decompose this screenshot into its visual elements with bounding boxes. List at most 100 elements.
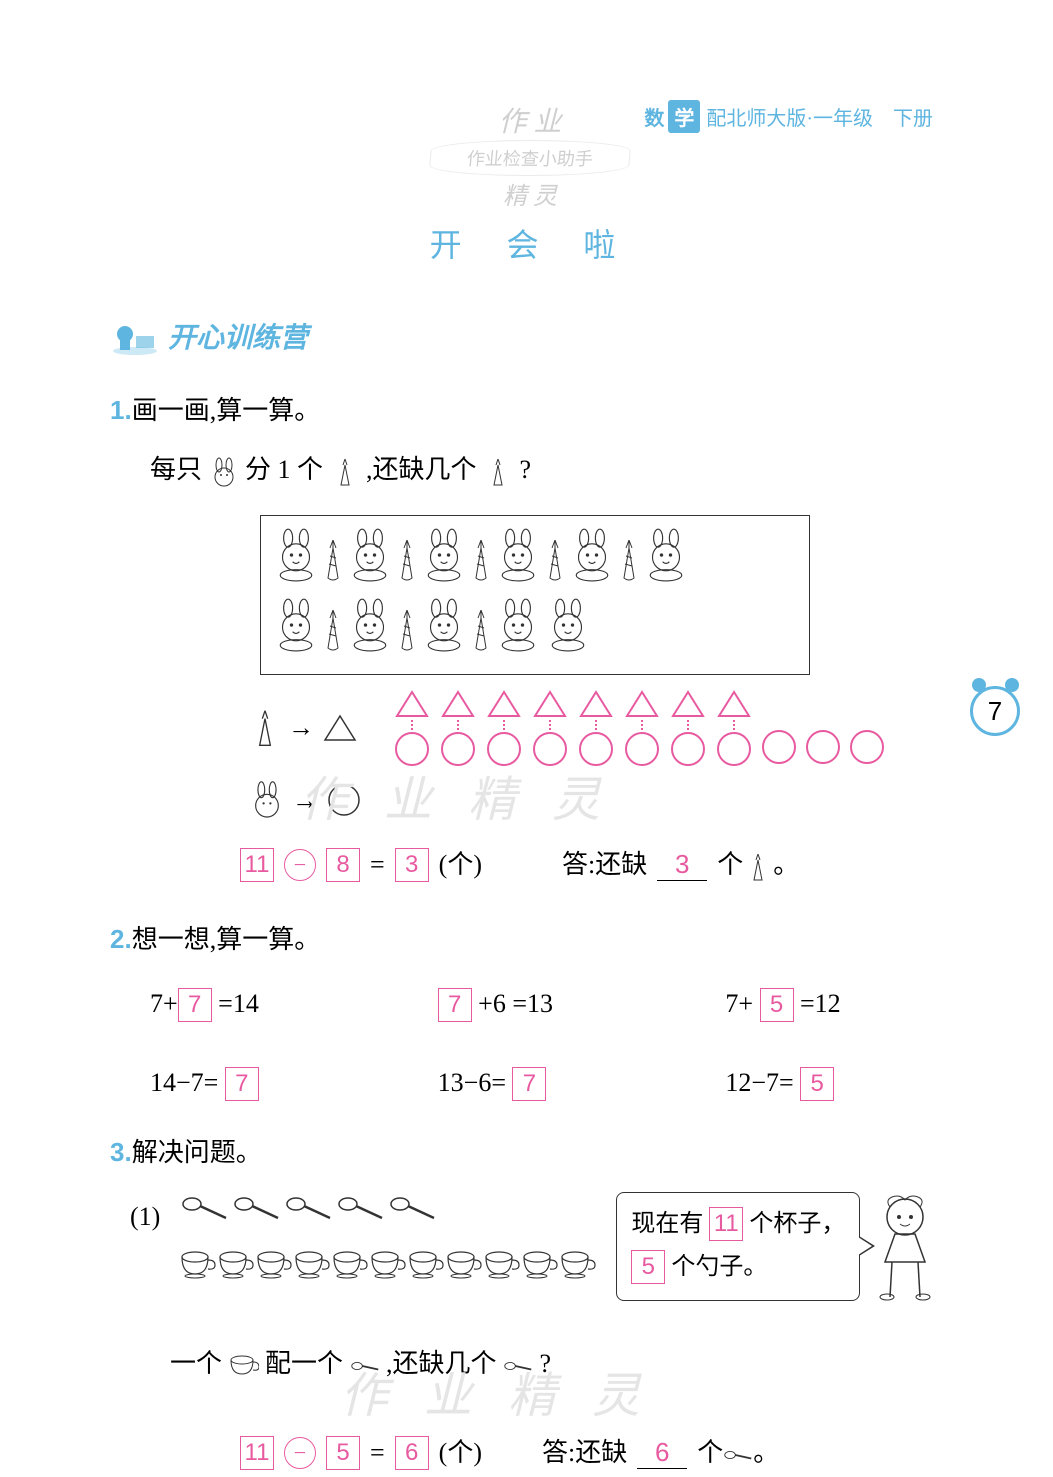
triangle-circle-pair bbox=[578, 690, 614, 766]
eq-unit: (个) bbox=[439, 840, 482, 889]
girl-illustration bbox=[870, 1192, 940, 1318]
speech-text: 现在有 bbox=[631, 1211, 709, 1237]
rabbit-icon bbox=[347, 528, 393, 598]
q2-cell: 7+ 5 =12 bbox=[725, 979, 953, 1028]
question-2: 2.想一想,算一算。 7+7 =14 7 +6 =13 7+ 5 =12 14−7= … bbox=[110, 915, 953, 1108]
q1-number: 1. bbox=[110, 395, 132, 425]
spoon-icon bbox=[503, 1351, 533, 1381]
rabbit-icon bbox=[495, 528, 541, 598]
spoon-icon bbox=[388, 1192, 438, 1242]
q2-cell: 7+7 =14 bbox=[150, 979, 378, 1028]
banner-icon bbox=[110, 316, 160, 356]
answer-tail: 个。 bbox=[717, 840, 799, 889]
q1-image-box bbox=[260, 515, 810, 675]
cup-icon bbox=[370, 1247, 406, 1296]
speech-text: 个勺子。 bbox=[665, 1254, 767, 1280]
banner-text: 开心训练营 bbox=[168, 316, 308, 356]
triangle-row bbox=[394, 690, 884, 766]
eq-operator: − bbox=[284, 1437, 316, 1469]
stamp-mid: 作业检查小助手 bbox=[428, 140, 631, 176]
speech-line-2: 5 个勺子。 bbox=[631, 1246, 845, 1289]
arrow-icon: → bbox=[292, 776, 318, 825]
carrot-icon bbox=[330, 457, 360, 487]
lesson-title: 开 会 啦 bbox=[110, 220, 953, 266]
carrot-icon bbox=[323, 608, 343, 668]
cup-icon bbox=[484, 1247, 520, 1296]
eq-equals: = bbox=[370, 840, 385, 889]
answer-value: 3 bbox=[657, 849, 707, 881]
carrot-icon bbox=[619, 538, 639, 598]
q2-cell: 7 +6 =13 bbox=[438, 979, 666, 1028]
rabbit-icon bbox=[545, 598, 591, 668]
version-text: 配北师大版·一年级 下册 bbox=[706, 102, 933, 131]
cup-icon bbox=[229, 1351, 259, 1381]
rabbit-icon bbox=[569, 528, 615, 598]
legend-carrot-row: → bbox=[250, 690, 953, 766]
eq-equals: = bbox=[370, 1428, 385, 1477]
eq-operand-a: 11 bbox=[240, 1436, 274, 1470]
answer-box: 5 bbox=[760, 988, 794, 1022]
spoon-icon bbox=[336, 1192, 386, 1242]
rabbit-icon bbox=[273, 598, 319, 668]
cup-icon bbox=[408, 1247, 444, 1296]
image-row-2 bbox=[273, 598, 797, 668]
speech-bubble: 现在有 11 个杯子， 5 个勺子。 bbox=[616, 1192, 860, 1300]
question-3: 3.解决问题。 (1) 现在有 11 个杯子， 5 个勺子。 bbox=[110, 1128, 953, 1477]
section-banner: 开心训练营 bbox=[110, 316, 953, 356]
answer-box: 7 bbox=[512, 1067, 546, 1101]
speech-text: 个杯子， bbox=[743, 1211, 845, 1237]
q2-cell: 13−6= 7 bbox=[438, 1058, 666, 1107]
cup-icon bbox=[522, 1247, 558, 1296]
rabbit-icon bbox=[273, 528, 319, 598]
rabbit-icon bbox=[347, 598, 393, 668]
eq-operand-b: 5 bbox=[326, 1436, 360, 1470]
answer-label: 答:还缺 bbox=[562, 840, 647, 889]
answer-box: 7 bbox=[178, 988, 212, 1022]
carrot-icon bbox=[483, 457, 513, 487]
spoon-icon bbox=[723, 1440, 753, 1470]
arrow-icon: → bbox=[288, 703, 314, 752]
q3-number: 3. bbox=[110, 1137, 132, 1167]
q2-cell: 14−7= 7 bbox=[150, 1058, 378, 1107]
circle-only bbox=[806, 690, 840, 766]
q2-number: 2. bbox=[110, 924, 132, 954]
rabbit-icon bbox=[421, 598, 467, 668]
eq-operator: − bbox=[284, 849, 316, 881]
cup-icon bbox=[446, 1247, 482, 1296]
circle-shape bbox=[850, 730, 884, 764]
circle-only bbox=[762, 690, 796, 766]
carrot-icon bbox=[250, 708, 280, 748]
eq-unit: (个) bbox=[439, 1428, 482, 1477]
carrot-icon bbox=[743, 852, 773, 882]
subject-char-1: 数 bbox=[640, 100, 668, 133]
spoons-cups-visual bbox=[180, 1192, 596, 1296]
image-row-1 bbox=[273, 528, 797, 598]
answer-box: 5 bbox=[800, 1067, 834, 1101]
legend-area: → → bbox=[250, 690, 953, 825]
circle-only bbox=[850, 690, 884, 766]
carrot-icon bbox=[471, 608, 491, 668]
triangle-circle-pair bbox=[394, 690, 430, 766]
stamp-bot: 精 灵 bbox=[430, 176, 630, 211]
stamp-watermark: 作 业 作业检查小助手 精 灵 bbox=[430, 100, 630, 210]
stamp-top: 作 业 bbox=[430, 100, 630, 140]
subject-char-2: 学 bbox=[668, 100, 700, 133]
cups-row bbox=[180, 1247, 596, 1296]
cup-icon bbox=[294, 1247, 330, 1296]
cup-count-box: 11 bbox=[709, 1207, 743, 1241]
spoon-icon bbox=[350, 1351, 380, 1381]
circle-shape bbox=[806, 730, 840, 764]
answer-label: 答:还缺 bbox=[542, 1428, 627, 1477]
cup-icon bbox=[180, 1247, 216, 1296]
triangle-circle-pair bbox=[440, 690, 476, 766]
rabbit-icon bbox=[209, 457, 239, 487]
sub-number: (1) bbox=[130, 1192, 160, 1241]
q3-sub1: (1) 现在有 11 个杯子， 5 个勺子。 bbox=[130, 1192, 953, 1318]
q2-title: 想一想,算一算。 bbox=[132, 925, 321, 954]
q1-line: 每只 分 1 个 ,还缺几个 ? bbox=[150, 445, 953, 494]
q1-equation: 11 − 8 = 3 (个) 答:还缺 3 个。 bbox=[240, 840, 953, 889]
rabbit-icon bbox=[421, 528, 467, 598]
carrot-icon bbox=[471, 538, 491, 598]
eq-result: 3 bbox=[395, 848, 429, 882]
q2-cell: 12−7= 5 bbox=[725, 1058, 953, 1107]
